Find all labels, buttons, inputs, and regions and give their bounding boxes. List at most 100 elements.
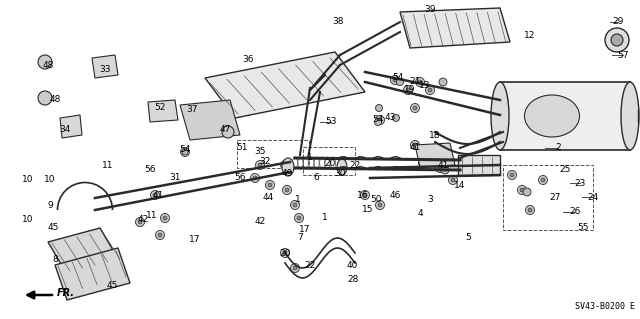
Text: 1: 1	[295, 196, 301, 204]
Circle shape	[156, 231, 164, 240]
Text: 47: 47	[220, 125, 230, 135]
Text: 21: 21	[410, 78, 420, 86]
Polygon shape	[180, 100, 240, 140]
Circle shape	[419, 159, 428, 167]
Text: 10: 10	[22, 175, 34, 184]
Text: 54: 54	[372, 115, 384, 124]
Circle shape	[163, 216, 167, 220]
Circle shape	[291, 263, 300, 272]
Text: 18: 18	[429, 130, 441, 139]
Text: 30: 30	[334, 168, 346, 177]
Circle shape	[280, 160, 289, 169]
Circle shape	[435, 164, 445, 173]
Circle shape	[508, 170, 516, 180]
Text: 53: 53	[325, 117, 337, 127]
Circle shape	[438, 166, 442, 170]
Text: 39: 39	[424, 5, 436, 14]
Circle shape	[541, 178, 545, 182]
Circle shape	[291, 201, 300, 210]
Text: 15: 15	[362, 205, 374, 214]
Circle shape	[180, 147, 189, 157]
Text: 45: 45	[47, 224, 59, 233]
Circle shape	[153, 193, 157, 197]
Text: 36: 36	[243, 56, 253, 64]
Bar	[500, 82, 630, 150]
Text: 27: 27	[549, 192, 561, 202]
Text: 38: 38	[332, 18, 344, 26]
Polygon shape	[60, 115, 82, 138]
Text: 11: 11	[147, 211, 157, 219]
Text: 20: 20	[324, 159, 336, 167]
Text: 2: 2	[555, 144, 561, 152]
Text: 54: 54	[392, 73, 404, 83]
Polygon shape	[415, 143, 455, 167]
Text: 56: 56	[234, 174, 246, 182]
Circle shape	[428, 88, 432, 92]
Circle shape	[376, 115, 385, 124]
Text: 56: 56	[144, 166, 156, 174]
Text: 42: 42	[254, 218, 266, 226]
Ellipse shape	[491, 82, 509, 150]
Circle shape	[282, 186, 291, 195]
Text: 43: 43	[384, 114, 396, 122]
Circle shape	[421, 161, 425, 165]
Circle shape	[520, 188, 524, 192]
Circle shape	[397, 78, 403, 85]
Text: 48: 48	[42, 61, 54, 70]
Text: 44: 44	[262, 192, 274, 202]
Text: 55: 55	[577, 224, 589, 233]
Polygon shape	[458, 155, 500, 175]
Polygon shape	[55, 248, 130, 300]
Ellipse shape	[337, 159, 347, 175]
Text: 52: 52	[154, 103, 166, 113]
Circle shape	[523, 188, 531, 196]
Circle shape	[426, 85, 435, 94]
Circle shape	[393, 78, 397, 82]
Text: SV43-B0200 E: SV43-B0200 E	[575, 302, 635, 311]
Circle shape	[150, 190, 159, 199]
Circle shape	[38, 55, 52, 69]
Circle shape	[439, 78, 447, 86]
Text: 41: 41	[410, 144, 420, 152]
Circle shape	[378, 203, 382, 207]
Text: 46: 46	[389, 190, 401, 199]
Text: 33: 33	[99, 65, 111, 75]
Circle shape	[415, 78, 424, 86]
Circle shape	[449, 175, 458, 184]
Bar	[503, 165, 593, 230]
Text: 34: 34	[60, 125, 70, 135]
Text: 9: 9	[47, 201, 53, 210]
Circle shape	[403, 85, 413, 94]
Circle shape	[538, 175, 547, 184]
Text: 24: 24	[588, 192, 598, 202]
Circle shape	[266, 181, 275, 189]
Polygon shape	[92, 55, 118, 78]
Text: 13: 13	[419, 80, 431, 90]
Circle shape	[280, 249, 289, 257]
Text: 42: 42	[138, 216, 148, 225]
Circle shape	[378, 118, 382, 122]
Circle shape	[138, 220, 142, 224]
Text: 26: 26	[570, 207, 580, 217]
Text: 50: 50	[371, 196, 381, 204]
Text: 7: 7	[297, 233, 303, 241]
Text: 41: 41	[437, 160, 449, 169]
Text: 22: 22	[349, 160, 360, 169]
Polygon shape	[400, 8, 510, 48]
Circle shape	[363, 193, 367, 197]
Text: 11: 11	[102, 160, 114, 169]
Circle shape	[605, 28, 629, 52]
Circle shape	[410, 103, 419, 113]
Circle shape	[374, 118, 381, 125]
Text: 37: 37	[186, 106, 198, 115]
Circle shape	[392, 115, 399, 122]
Text: 8: 8	[52, 256, 58, 264]
Text: 28: 28	[348, 276, 358, 285]
Circle shape	[285, 188, 289, 192]
Text: 29: 29	[612, 18, 624, 26]
Circle shape	[376, 201, 385, 210]
Circle shape	[182, 149, 188, 155]
Circle shape	[158, 233, 162, 237]
Text: 4: 4	[417, 210, 423, 219]
Circle shape	[183, 150, 187, 154]
